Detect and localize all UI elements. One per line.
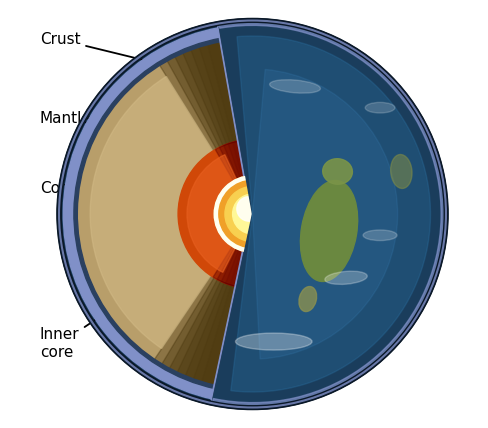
Circle shape (214, 176, 291, 252)
Circle shape (239, 201, 266, 227)
Circle shape (227, 189, 277, 239)
Circle shape (243, 205, 262, 223)
Ellipse shape (365, 102, 395, 113)
Wedge shape (193, 214, 252, 386)
Wedge shape (159, 40, 252, 214)
Ellipse shape (325, 271, 367, 284)
Wedge shape (212, 21, 446, 407)
Circle shape (214, 176, 291, 252)
Wedge shape (230, 214, 252, 287)
Wedge shape (187, 155, 252, 272)
Wedge shape (224, 141, 252, 214)
Ellipse shape (323, 159, 352, 184)
Ellipse shape (301, 181, 358, 282)
Ellipse shape (365, 102, 395, 113)
Circle shape (233, 194, 272, 234)
Circle shape (237, 199, 268, 229)
Wedge shape (169, 214, 252, 386)
Wedge shape (213, 214, 252, 287)
Text: Inner
core: Inner core (40, 240, 215, 360)
Ellipse shape (269, 80, 321, 93)
Circle shape (224, 185, 281, 243)
Wedge shape (76, 40, 252, 386)
Wedge shape (183, 40, 252, 214)
Circle shape (245, 206, 260, 222)
Circle shape (237, 196, 262, 221)
Wedge shape (154, 214, 252, 386)
Wedge shape (90, 76, 252, 348)
Wedge shape (207, 40, 252, 214)
Wedge shape (177, 214, 252, 386)
Ellipse shape (269, 80, 321, 93)
Circle shape (241, 202, 264, 226)
Circle shape (225, 187, 280, 241)
Ellipse shape (301, 181, 358, 282)
Ellipse shape (299, 286, 317, 312)
Wedge shape (74, 38, 222, 389)
Text: Mantle: Mantle (40, 111, 157, 159)
Ellipse shape (363, 230, 397, 241)
Wedge shape (212, 21, 446, 407)
Wedge shape (228, 141, 252, 214)
Circle shape (207, 83, 400, 277)
Ellipse shape (236, 333, 312, 350)
Ellipse shape (236, 333, 312, 350)
Ellipse shape (363, 230, 397, 241)
Wedge shape (217, 214, 252, 287)
Text: Crust: Crust (40, 32, 186, 72)
Ellipse shape (325, 271, 367, 284)
Wedge shape (178, 141, 252, 287)
Ellipse shape (323, 159, 352, 184)
Wedge shape (225, 214, 252, 287)
Wedge shape (231, 36, 430, 392)
Wedge shape (221, 214, 252, 287)
Wedge shape (220, 141, 252, 214)
Circle shape (233, 195, 272, 233)
Circle shape (220, 181, 285, 247)
Wedge shape (174, 40, 252, 214)
Ellipse shape (299, 286, 317, 312)
Circle shape (235, 197, 270, 231)
Circle shape (59, 21, 446, 407)
Wedge shape (190, 40, 252, 214)
Ellipse shape (202, 311, 261, 329)
Circle shape (218, 180, 287, 248)
Wedge shape (185, 214, 252, 386)
Ellipse shape (390, 155, 412, 188)
Circle shape (247, 208, 258, 220)
Wedge shape (161, 214, 252, 386)
Circle shape (142, 43, 431, 333)
Wedge shape (166, 40, 252, 214)
Circle shape (222, 183, 283, 245)
Circle shape (216, 178, 289, 250)
Wedge shape (232, 141, 252, 214)
Text: Core: Core (40, 181, 152, 216)
Wedge shape (215, 141, 252, 214)
Circle shape (219, 180, 286, 248)
Circle shape (231, 193, 274, 235)
Circle shape (229, 191, 275, 237)
Wedge shape (63, 28, 222, 399)
Ellipse shape (390, 155, 412, 188)
Wedge shape (199, 40, 252, 214)
Circle shape (226, 187, 279, 241)
Wedge shape (252, 69, 398, 359)
Wedge shape (202, 214, 252, 386)
